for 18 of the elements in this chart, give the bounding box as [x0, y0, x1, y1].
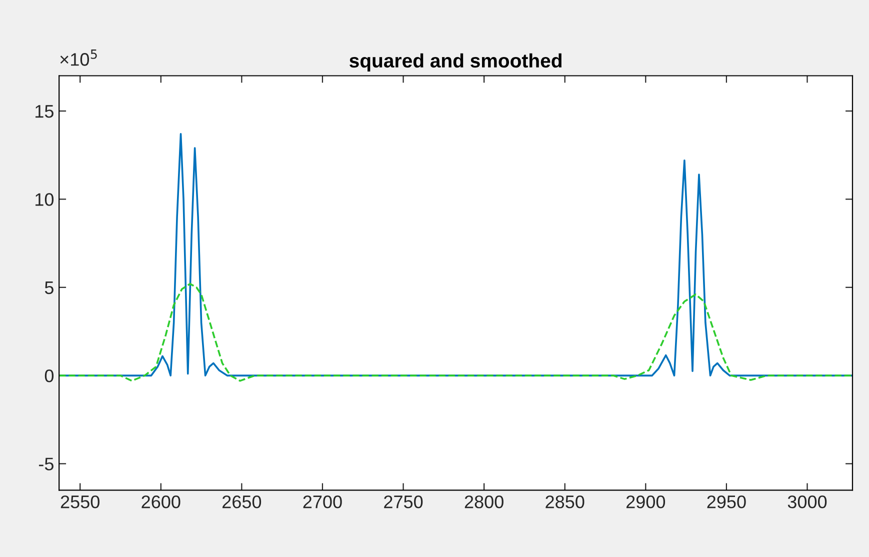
x-tick-label: 2950 — [707, 496, 746, 508]
text: ×10$^{5}$ — [60, 50, 97, 66]
x-tick-label: 2900 — [626, 496, 666, 508]
x-tick-label: 3000 — [788, 496, 827, 508]
y-tick-label: 5 — [44, 281, 54, 294]
line-series — [59, 282, 852, 382]
x-tick-label: 2850 — [546, 496, 584, 508]
y-tick-label: 15 — [36, 105, 54, 118]
x-tick-label: 2800 — [464, 496, 504, 508]
x-tick-label: 2700 — [303, 496, 342, 508]
y-tick-label: -5 — [38, 458, 54, 470]
y-tick-label: 0 — [44, 369, 54, 382]
y-tick-label: 10 — [36, 193, 54, 206]
x-tick-label: 2650 — [222, 496, 262, 508]
chart-title: squared and smoothed — [350, 53, 562, 72]
x-tick-label: 2550 — [60, 496, 100, 508]
x-tick-label: 2750 — [384, 496, 423, 508]
x-tick-label: 2600 — [142, 496, 180, 508]
